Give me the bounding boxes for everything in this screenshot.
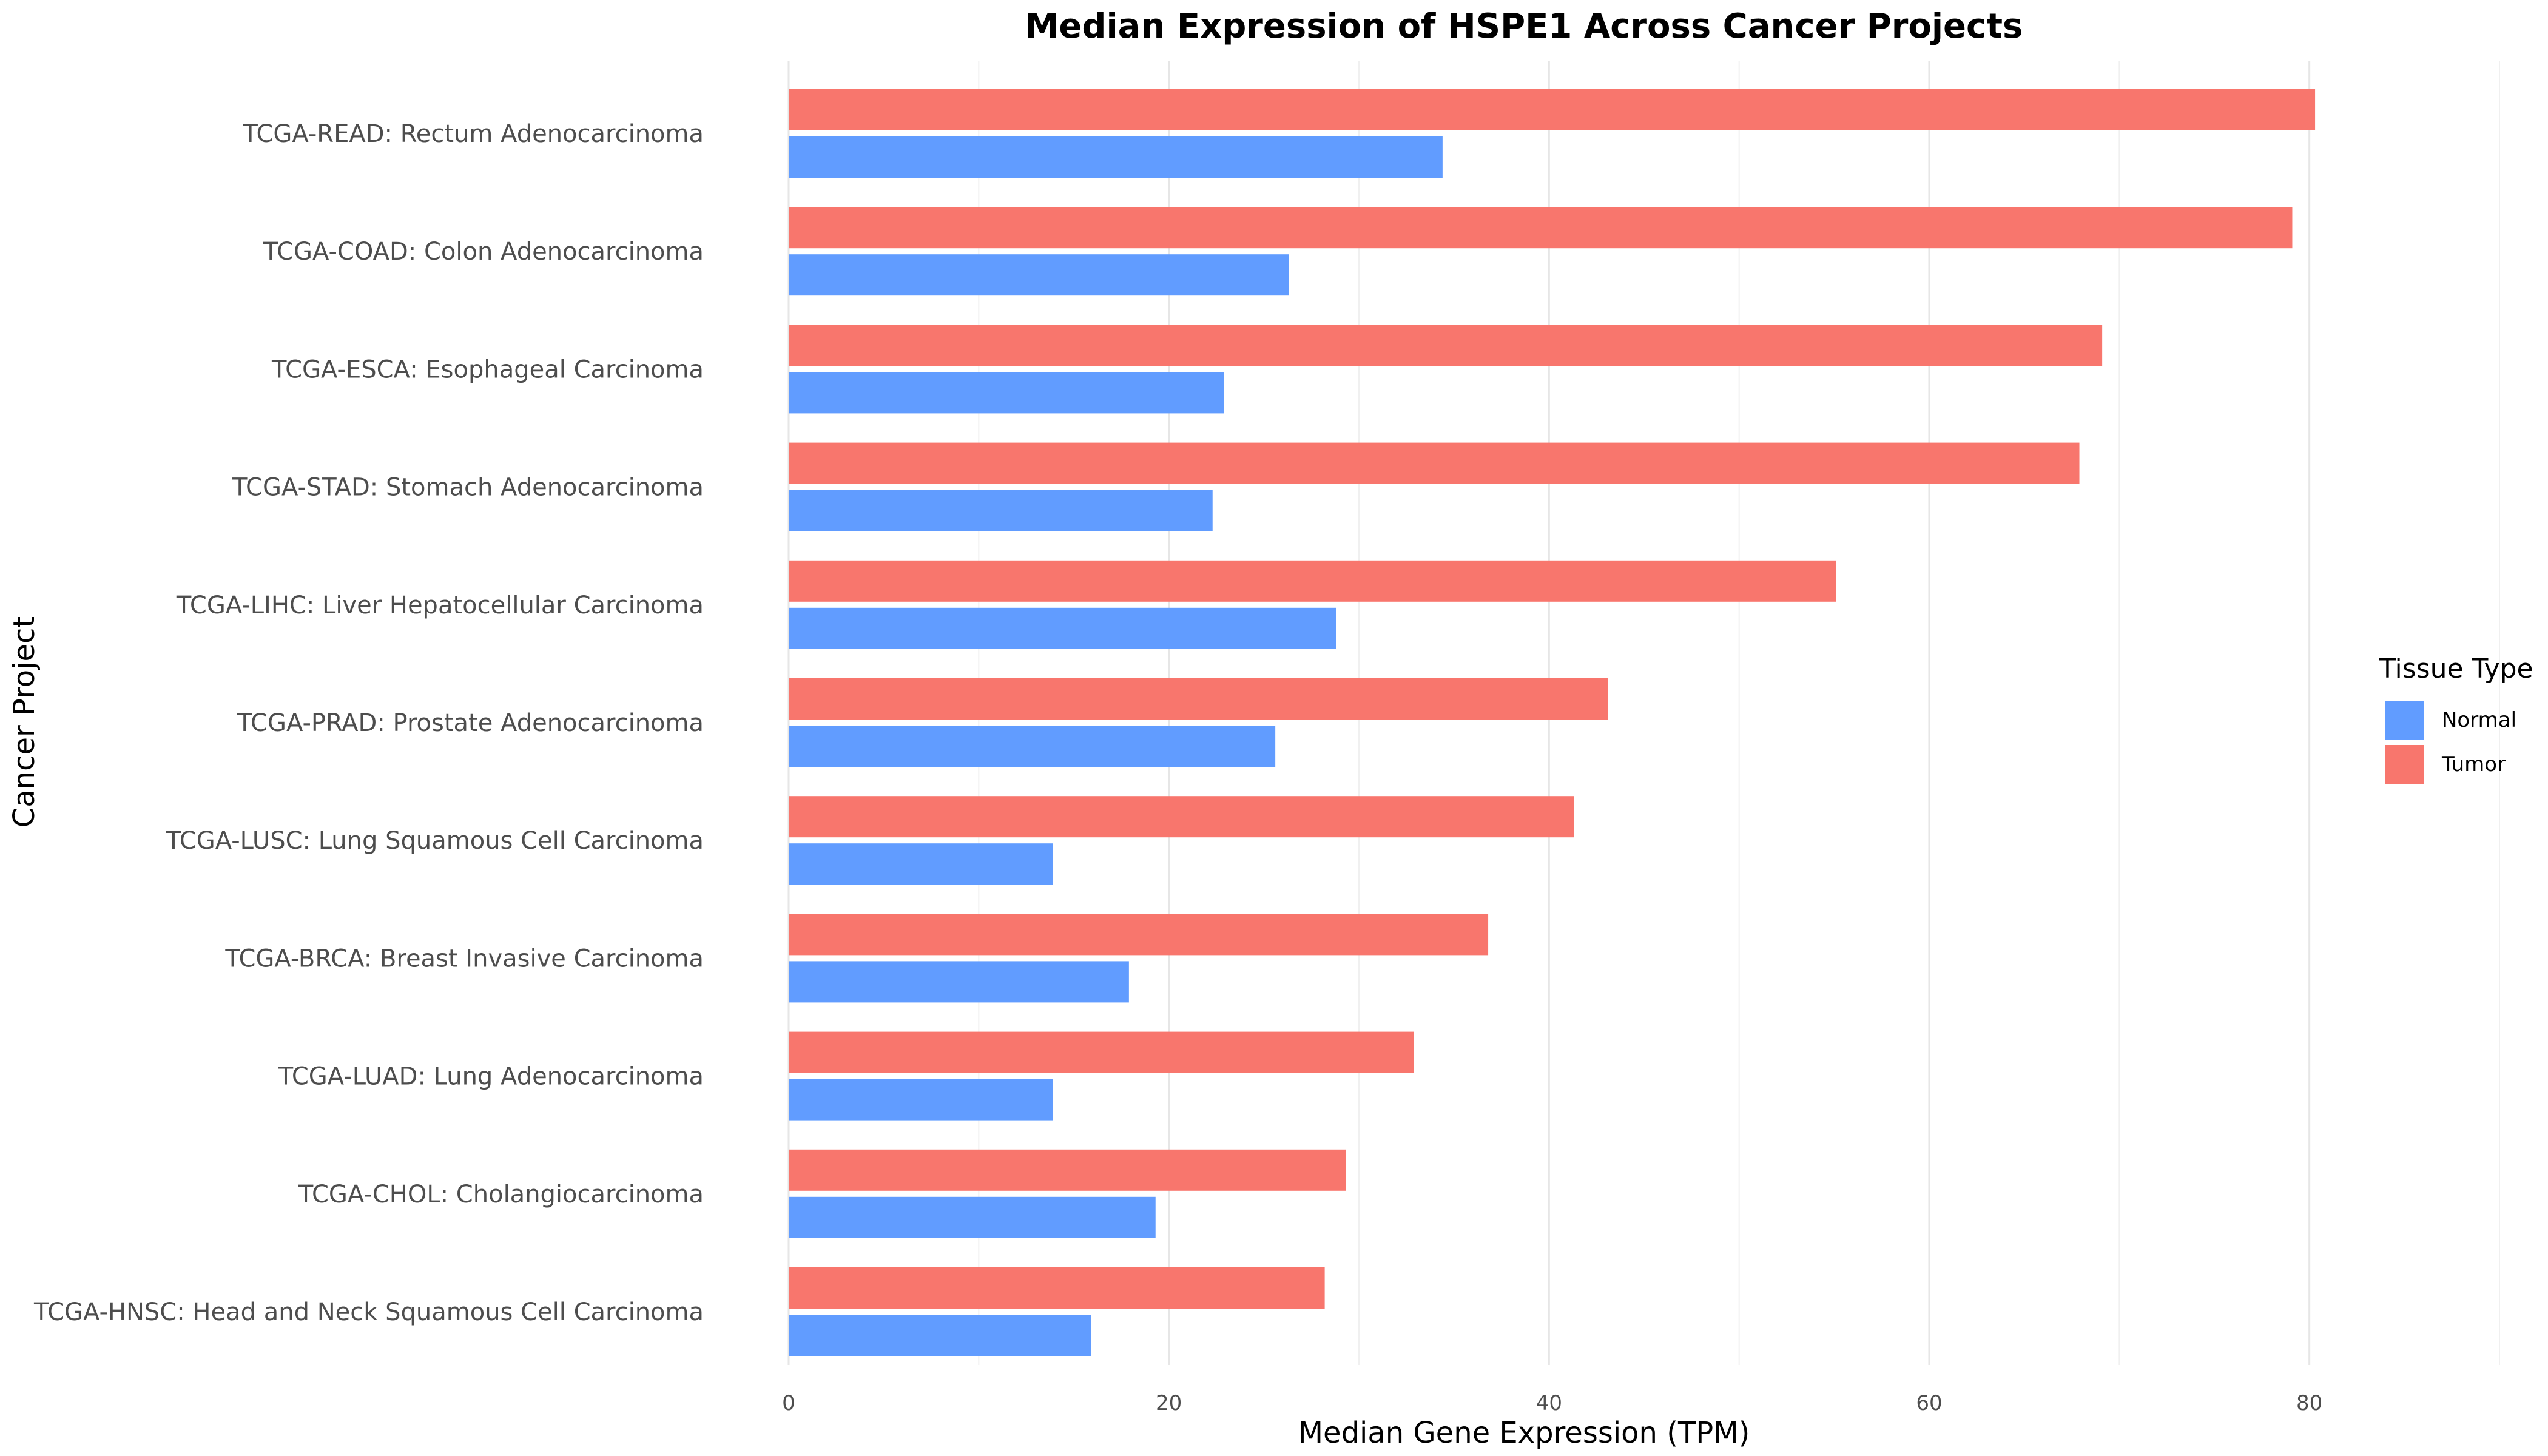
legend-swatch-tumor — [2385, 745, 2424, 784]
category-label-tcga-stad: TCGA-STAD: Stomach Adenocarcinoma — [232, 474, 704, 502]
chart-title: Median Expression of HSPE1 Across Cancer… — [1025, 7, 2023, 46]
category-label-tcga-coad: TCGA-COAD: Colon Adenocarcinoma — [263, 238, 704, 266]
category-label-tcga-hnsc: TCGA-HNSC: Head and Neck Squamous Cell C… — [33, 1298, 704, 1326]
legend-label-normal: Normal — [2442, 708, 2516, 732]
legend-swatch-normal — [2385, 701, 2424, 740]
bar-tumor-tcga-read — [789, 89, 2316, 130]
legend-label-tumor: Tumor — [2441, 752, 2506, 777]
x-tick-labels: 0 20 40 60 80 — [782, 1391, 2322, 1415]
bar-tumor-tcga-lusc — [789, 796, 1574, 838]
x-tick-label-0: 0 — [782, 1391, 795, 1415]
bar-normal-tcga-hnsc — [789, 1315, 1091, 1356]
bar-normal-tcga-luad — [789, 1079, 1053, 1121]
bar-tumor-tcga-luad — [789, 1031, 1414, 1073]
category-label-tcga-lihc: TCGA-LIHC: Liver Hepatocellular Carcinom… — [176, 592, 704, 619]
bar-tumor-tcga-prad — [789, 678, 1608, 720]
y-axis-title: Cancer Project — [7, 616, 41, 828]
legend: Tissue Type Normal Tumor — [2379, 653, 2533, 784]
bar-tumor-tcga-lihc — [789, 560, 1836, 602]
x-tick-label-80: 80 — [2296, 1391, 2322, 1415]
bars — [789, 89, 2316, 1356]
bar-tumor-tcga-brca — [789, 914, 1489, 956]
bar-tumor-tcga-coad — [789, 207, 2293, 249]
legend-title: Tissue Type — [2379, 653, 2533, 684]
category-label-tcga-prad: TCGA-PRAD: Prostate Adenocarcinoma — [237, 709, 704, 737]
bar-normal-tcga-lusc — [789, 843, 1053, 885]
bar-normal-tcga-prad — [789, 726, 1276, 767]
category-label-tcga-read: TCGA-READ: Rectum Adenocarcinoma — [242, 120, 704, 148]
bar-normal-tcga-read — [789, 136, 1443, 178]
bar-tumor-tcga-stad — [789, 442, 2080, 484]
x-tick-label-40: 40 — [1536, 1391, 1562, 1415]
x-tick-label-20: 20 — [1156, 1391, 1182, 1415]
bar-normal-tcga-esca — [789, 372, 1224, 414]
bar-normal-tcga-stad — [789, 490, 1213, 531]
bar-tumor-tcga-chol — [789, 1149, 1346, 1191]
category-labels: TCGA-READ: Rectum Adenocarcinoma TCGA-COA… — [33, 120, 704, 1326]
bar-tumor-tcga-hnsc — [789, 1267, 1325, 1309]
legend-items: Normal Tumor — [2385, 701, 2516, 784]
category-label-tcga-esca: TCGA-ESCA: Esophageal Carcinoma — [271, 356, 704, 383]
category-label-tcga-luad: TCGA-LUAD: Lung Adenocarcinoma — [278, 1063, 704, 1091]
category-label-tcga-brca: TCGA-BRCA: Breast Invasive Carcinoma — [224, 945, 704, 972]
bar-normal-tcga-lihc — [789, 607, 1336, 649]
bar-normal-tcga-chol — [789, 1196, 1156, 1238]
bar-normal-tcga-brca — [789, 961, 1129, 1003]
bar-normal-tcga-coad — [789, 254, 1289, 296]
category-label-tcga-chol: TCGA-CHOL: Cholangiocarcinoma — [298, 1181, 704, 1208]
x-axis-title: Median Gene Expression (TPM) — [1298, 1416, 1750, 1450]
category-label-tcga-lusc: TCGA-LUSC: Lung Squamous Cell Carcinoma — [166, 827, 704, 855]
bar-tumor-tcga-esca — [789, 325, 2103, 366]
x-tick-label-60: 60 — [1916, 1391, 1942, 1415]
